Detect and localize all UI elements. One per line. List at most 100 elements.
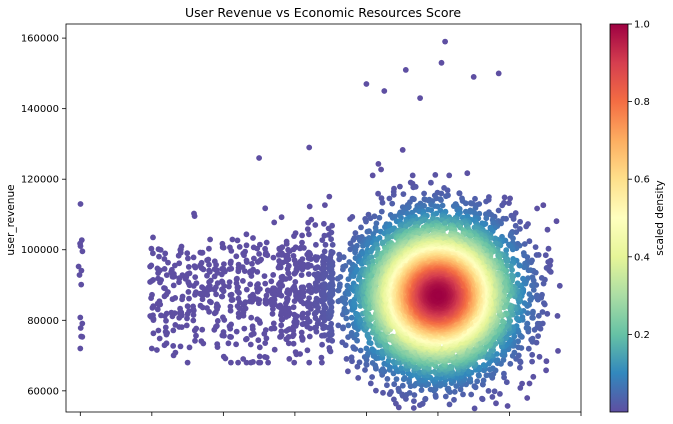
scatter-point — [163, 272, 170, 278]
scatter-point — [391, 381, 398, 388]
scatter-point — [292, 230, 299, 237]
scatter-point — [292, 349, 299, 355]
scatter-point — [213, 291, 220, 298]
scatter-point — [190, 312, 197, 318]
scatter-point — [172, 349, 179, 356]
scatter-point — [329, 299, 335, 305]
scatter-point — [206, 261, 212, 268]
scatter-point — [306, 318, 313, 325]
scatter-point — [278, 214, 285, 221]
scatter-point — [228, 248, 235, 254]
scatter-point — [467, 209, 474, 215]
scatter-point — [555, 348, 561, 354]
scatter-point — [366, 228, 372, 235]
scatter-point — [313, 328, 320, 335]
scatter-point — [525, 267, 532, 274]
scatter-point — [543, 265, 550, 271]
scatter-point — [215, 303, 221, 310]
scatter-point — [315, 270, 321, 277]
scatter-point — [307, 262, 314, 269]
scatter-point — [528, 336, 535, 343]
chart-title: User Revenue vs Economic Resources Score — [185, 5, 461, 20]
scatter-point — [79, 333, 86, 340]
scatter-point — [220, 244, 227, 251]
scatter-point — [491, 388, 498, 395]
scatter-point — [164, 330, 171, 336]
scatter-point — [207, 236, 214, 243]
scatter-point — [480, 377, 487, 384]
scatter-point — [307, 325, 314, 332]
scatter-point — [77, 243, 84, 250]
scatter-point — [277, 264, 284, 271]
scatter-point — [192, 274, 199, 280]
scatter-point — [337, 274, 344, 280]
scatter-point — [362, 367, 368, 373]
scatter-point — [226, 283, 232, 290]
scatter-point — [150, 277, 157, 283]
scatter-point — [256, 344, 263, 351]
scatter-point — [149, 291, 155, 298]
scatter-point — [442, 393, 449, 400]
scatter-point — [529, 358, 535, 365]
scatter-point — [480, 362, 487, 368]
scatter-point — [206, 308, 213, 315]
scatter-point — [349, 214, 356, 220]
scatter-point — [521, 300, 528, 306]
scatter-point — [467, 376, 474, 382]
scatter-point — [375, 161, 382, 167]
scatter-point — [233, 341, 240, 348]
scatter-point — [170, 282, 177, 289]
scatter-point — [483, 198, 489, 205]
scatter-point — [503, 379, 510, 386]
scatter-point — [228, 321, 235, 328]
scatter-point — [314, 254, 321, 261]
scatter-point — [363, 81, 370, 87]
scatter-point — [329, 249, 336, 256]
scatter-point — [352, 249, 358, 256]
scatter-point — [161, 266, 168, 272]
scatter-point — [262, 205, 269, 212]
scatter-point — [363, 345, 370, 352]
scatter-point — [306, 295, 312, 301]
scatter-point — [261, 273, 268, 279]
scatter-point — [422, 395, 429, 402]
scatter-point — [507, 195, 513, 202]
scatter-point — [268, 278, 275, 285]
scatter-point — [235, 284, 241, 290]
scatter-point — [234, 275, 240, 282]
scatter-point — [154, 306, 161, 313]
scatter-point — [524, 321, 530, 327]
scatter-point — [353, 331, 360, 338]
scatter-point — [389, 226, 395, 233]
scatter-point — [243, 359, 250, 366]
scatter-point — [523, 223, 530, 230]
scatter-point — [77, 201, 84, 207]
scatter-point — [177, 249, 184, 256]
scatter-point — [535, 333, 541, 339]
scatter-point — [285, 270, 292, 277]
scatter-point — [529, 351, 536, 358]
scatter-point — [350, 273, 357, 279]
scatter-point — [451, 396, 457, 403]
scatter-point — [257, 320, 263, 326]
scatter-point — [506, 200, 512, 207]
scatter-point — [243, 231, 250, 238]
scatter-point — [170, 327, 177, 334]
scatter-point — [184, 303, 191, 310]
scatter-point — [307, 251, 314, 258]
scatter-point — [193, 332, 199, 339]
scatter-point — [431, 368, 438, 375]
scatter-point — [517, 218, 523, 225]
scatter-point — [380, 389, 386, 396]
scatter-point — [499, 202, 506, 209]
scatter-point — [241, 268, 248, 274]
scatter-point — [329, 282, 336, 289]
scatter-point — [257, 241, 263, 248]
scatter-point — [367, 380, 374, 387]
scatter-point — [515, 344, 522, 351]
scatter-point — [487, 366, 493, 373]
scatter-point — [535, 312, 542, 319]
scatter-point — [471, 383, 478, 390]
scatter-point — [322, 202, 328, 209]
scatter-point — [532, 244, 539, 251]
